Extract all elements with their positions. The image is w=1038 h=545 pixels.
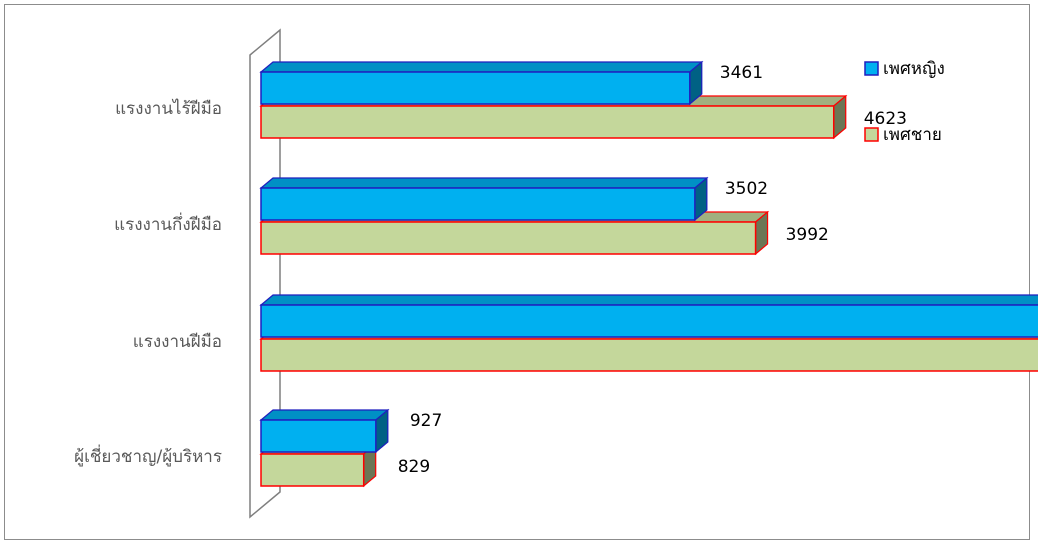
bar-female	[259, 294, 1038, 338]
value-label: 829	[398, 457, 430, 477]
value-label: 3461	[720, 63, 763, 83]
bars-layer	[259, 60, 1038, 488]
bar-top-face	[259, 409, 390, 421]
bar-top-face	[259, 61, 704, 73]
bar-front-face	[260, 338, 1038, 372]
value-label: 4623	[864, 109, 907, 129]
bar-male	[259, 94, 848, 140]
category-label: แรงงานกึ่งฝีมือ	[114, 212, 222, 235]
value-label: 927	[410, 411, 442, 431]
legend-label: เพศชาย	[883, 125, 942, 145]
bar-front-face	[260, 221, 757, 255]
bar-female	[259, 60, 704, 106]
bar-front-face	[260, 453, 365, 487]
bar-female	[259, 176, 709, 222]
chart-back-wall	[249, 28, 281, 519]
legend-label: เพศหญิง	[883, 59, 945, 79]
bar-front-face	[260, 187, 696, 221]
value-label: 3992	[786, 225, 829, 245]
category-label: แรงงานไร้ฝีมือ	[115, 98, 222, 119]
bar-top-face	[259, 177, 709, 189]
bar-top-face	[259, 294, 1038, 306]
category-axis-labels: แรงงานไร้ฝีมือแรงงานกึ่งฝีมือแรงงานฝีมือ…	[74, 98, 222, 467]
bar-female	[259, 408, 390, 454]
value-labels: 462334613992350274267365829927	[398, 63, 907, 477]
bar-front-face	[260, 419, 377, 453]
legend-swatch	[864, 127, 879, 142]
category-label: ผู้เชี่ยวชาญ/ผู้บริหาร	[74, 444, 222, 467]
axis-wall	[249, 28, 281, 519]
category-label: แรงงานฝีมือ	[133, 332, 222, 352]
legend-swatch	[864, 61, 879, 76]
bar-front-face	[260, 105, 835, 139]
bar-front-face	[260, 304, 1038, 338]
bar-front-face	[260, 71, 691, 105]
value-label: 3502	[725, 179, 768, 199]
